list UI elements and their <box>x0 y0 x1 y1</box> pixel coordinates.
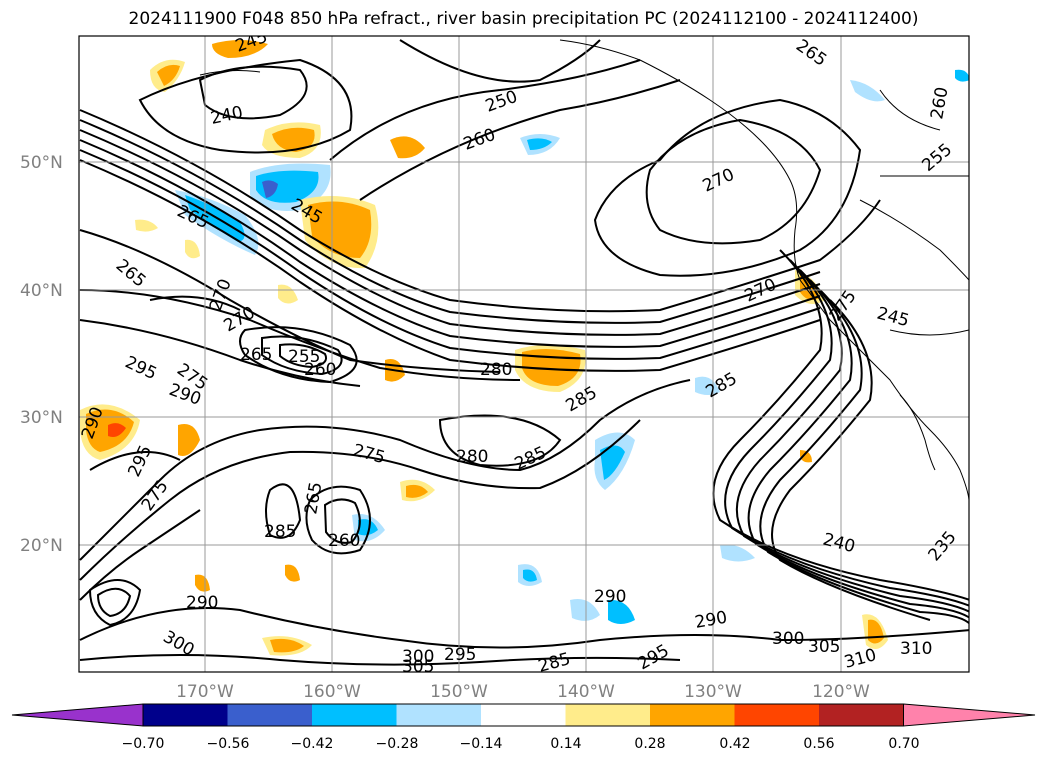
lat-label: 30°N <box>20 408 63 428</box>
colorbar-segment <box>565 704 651 726</box>
contour-label: 260 <box>328 531 360 551</box>
colorbar-tick-label: 0.70 <box>888 736 919 752</box>
colorbar-frame <box>142 703 904 727</box>
contour-label: 280 <box>480 360 512 380</box>
map-frame <box>78 35 970 673</box>
contour-label: 280 <box>456 447 488 467</box>
colorbar-segment <box>903 703 1036 727</box>
colorbar-segment <box>734 704 820 726</box>
contour-label: 290 <box>594 587 626 607</box>
lon-label: 170°W <box>176 682 234 702</box>
lon-label: 120°W <box>812 682 870 702</box>
colorbar-segment <box>143 704 228 726</box>
lat-label: 40°N <box>20 281 63 301</box>
coastlines <box>199 39 969 501</box>
colorbar-tick-label: −0.28 <box>376 736 419 752</box>
colorbar-tick-label: −0.42 <box>291 736 334 752</box>
colorbar-segment <box>227 704 313 726</box>
longitude-labels: 170°W 160°W 150°W 140°W 130°W 120°W <box>176 682 870 702</box>
lat-label: 20°N <box>20 536 63 556</box>
colorbar-tick-label: 0.42 <box>719 736 750 752</box>
contour-label: 265 <box>240 345 272 365</box>
colorbar-tick-label: −0.14 <box>460 736 503 752</box>
contour-label: 310 <box>900 639 932 659</box>
colorbar-tick-label: 0.28 <box>634 736 665 752</box>
colorbar <box>11 703 1036 727</box>
contour-label: 290 <box>186 593 218 613</box>
contour-label: 255 <box>288 347 320 367</box>
colorbar-tick-label: −0.70 <box>122 736 165 752</box>
contour-label: 300 <box>402 647 434 667</box>
colorbar-segment <box>312 704 397 726</box>
map-title: 2024111900 F048 850 hPa refract., river … <box>128 9 919 29</box>
latitude-labels: 50°N 40°N 30°N 20°N <box>20 153 63 556</box>
contour-label: 305 <box>402 657 434 677</box>
lon-label: 130°W <box>684 682 742 702</box>
refractivity-contours <box>79 39 969 666</box>
colorbar-tick-label: 0.14 <box>550 736 581 752</box>
colorbar-segment <box>481 704 566 726</box>
colorbar-tick-label: 0.56 <box>803 736 834 752</box>
contour-label: 300 <box>772 629 804 649</box>
colorbar-segment <box>11 703 144 727</box>
lat-label: 50°N <box>20 153 63 173</box>
contour-label: 305 <box>808 637 840 657</box>
contour-label: 295 <box>444 645 476 665</box>
colorbar-segment <box>819 704 904 726</box>
lon-label: 150°W <box>430 682 488 702</box>
contour-label: 260 <box>304 360 336 380</box>
colorbar-tick-labels: −0.70 −0.56 −0.42 −0.28 −0.14 0.14 0.28 … <box>122 736 920 752</box>
contour-label: 285 <box>536 649 573 677</box>
colorbar-segment <box>650 704 735 726</box>
colorbar-tick-label: −0.56 <box>207 736 250 752</box>
lon-label: 140°W <box>557 682 615 702</box>
lon-label: 160°W <box>303 682 361 702</box>
contour-label: 285 <box>264 522 296 542</box>
colorbar-segment <box>396 704 482 726</box>
graticule <box>79 36 969 672</box>
